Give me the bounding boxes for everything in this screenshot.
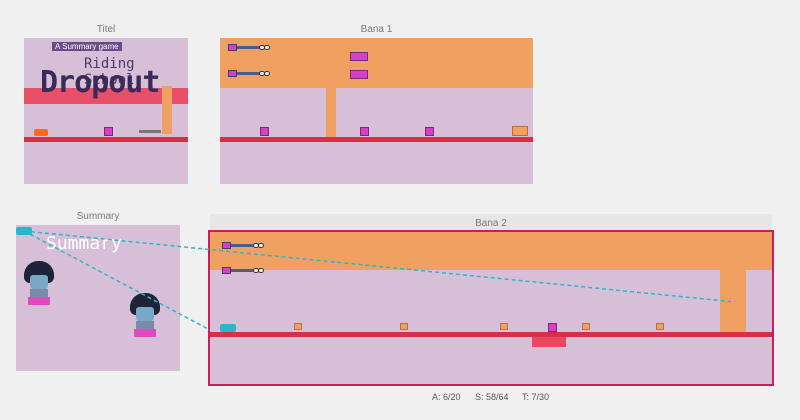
player-character[interactable] [34, 129, 48, 136]
bana2-header-bar [210, 214, 772, 230]
summary-heading: Summary [46, 233, 122, 254]
character-avatar [130, 293, 160, 339]
orange-block [582, 323, 590, 330]
orange-block [656, 323, 664, 330]
selection-outline [208, 230, 774, 386]
stat-t: T: 7/30 [522, 392, 550, 402]
stat-s: S: 58/64 [475, 392, 509, 402]
rocket-enemy [228, 70, 272, 77]
pink-block [548, 323, 557, 332]
hazard-block [532, 337, 566, 347]
title-subtitle: A Summary game [52, 42, 122, 51]
player-marker[interactable] [16, 227, 32, 235]
panel-label-bana2: Bana 2 [475, 218, 507, 229]
pillar [162, 86, 172, 134]
scene-thumbnail-titel[interactable]: A Summary game Riding School Dropout [24, 38, 188, 184]
pillar [326, 78, 336, 138]
scene-thumbnail-bana1[interactable] [220, 38, 533, 184]
scene-thumbnail-summary[interactable]: Summary [16, 225, 180, 371]
pink-block [260, 127, 269, 136]
sky-area [220, 38, 533, 88]
lava-floor [210, 332, 772, 337]
panel-label-bana1: Bana 1 [360, 24, 393, 35]
orange-block [294, 323, 302, 330]
pink-block [350, 70, 368, 79]
rocket-enemy [228, 44, 272, 51]
panel-label-summary: Summary [76, 211, 120, 222]
ground-pattern [139, 130, 161, 133]
orange-block [512, 126, 528, 136]
player-character[interactable] [220, 324, 236, 332]
title-line1: Riding School [84, 56, 135, 88]
title-line2: Dropout [40, 65, 160, 100]
panel-label-titel: Titel [96, 24, 116, 35]
character-avatar [24, 261, 54, 307]
orange-block [400, 323, 408, 330]
orange-block [500, 323, 508, 330]
pink-block [350, 52, 368, 61]
lava-floor [24, 137, 188, 142]
title-stripe [24, 88, 188, 104]
stat-a: A: 6/20 [432, 392, 461, 402]
pink-block [360, 127, 369, 136]
pink-block [104, 127, 113, 136]
lava-floor [220, 137, 533, 142]
pink-block [425, 127, 434, 136]
